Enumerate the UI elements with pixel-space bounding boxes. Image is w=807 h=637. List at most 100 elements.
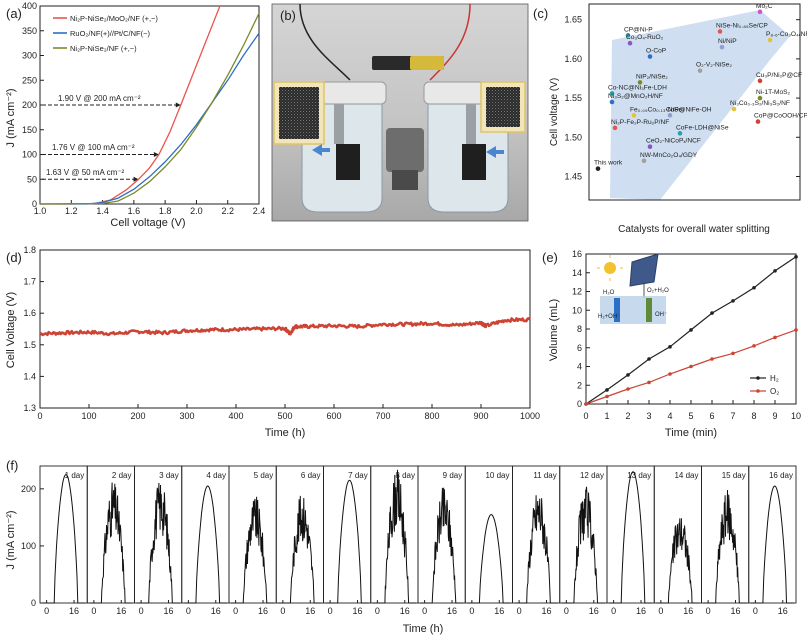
e-point-1-9 [773,335,777,340]
f-xtick-label-0-8: 0 [422,606,427,616]
a-ytick-label-1: 50 [27,174,37,184]
c-point-label-14: CoP@NiFe-OH [666,106,712,113]
f-xtick-label-16-11: 16 [589,606,599,616]
d-xtick-label-8: 800 [424,411,439,421]
a-annotation-100: 1.76 V @ 100 mA cm⁻² [52,143,135,152]
f-day-panel-5: 6 day 0 16 [275,465,324,616]
b-inset-left-mesh [279,87,319,139]
f-xtick-label-0-3: 0 [186,606,191,616]
d-xtick-label-10: 1000 [520,411,540,421]
c-point-label-10: Co-NC@Ni₃Fe-LDH [608,84,667,91]
f-day-curve-5 [278,495,322,604]
c-point-label-13: Fe₀.₀₉Co₀.₁₃-NiSe₂ [630,106,685,113]
f-day-panel-13: 14 day 0 16 [653,465,702,616]
c-point-3 [717,29,723,34]
e-legend-label-1: O₂ [770,387,779,396]
f-ytick-label-0: 0 [31,598,36,608]
f-day-panel-7: 8 day 0 16 [370,465,419,616]
e-ytick-label-3: 6 [577,343,582,353]
a-ytick-label-0: 0 [32,199,37,209]
e-point-0-10 [794,255,798,259]
e-inset-schematic: H₂O O₂+H₂O H₂+OH⁻ OH⁻ [597,253,669,324]
f-day-label-2: 3 day [159,471,179,480]
a-annotation-200: 1.90 V @ 200 mA cm⁻² [58,94,141,103]
e-point-1-8 [752,344,756,348]
b-arrow-right-icon [486,146,504,158]
f-xtick-label-0-4: 0 [233,606,238,616]
a-xlabel: Cell voltage (V) [110,217,185,229]
e-xtick-label-8: 8 [751,411,756,421]
c-point-label-3: NiSe-Ni₀.₈₅Se/CP [716,22,768,29]
f-day-label-15: 16 day [769,471,793,480]
f-day-frame-0 [39,465,88,604]
e-point-0-6 [710,311,714,315]
d-xtick-label-9: 900 [473,411,488,421]
a-xtick-label-6: 2.2 [221,206,234,216]
d-xlabel: Time (h) [265,427,306,439]
d-xtick-label-1: 100 [81,411,96,421]
e-ytick-label-2: 4 [577,362,582,372]
c-trend-arrow [610,10,790,200]
c-point-12 [757,95,763,101]
c-point-16 [755,119,761,124]
e-series-lines [584,255,798,406]
a-annotation-dashes [42,102,181,182]
e-point-0-5 [689,328,693,332]
e-xtick-label-2: 2 [625,411,630,421]
f-day-panel-3: 4 day 0 16 [181,465,230,616]
d-xtick-label-3: 300 [179,411,194,421]
f-day-frame-3 [181,465,230,604]
e-legend-label-0: H₂ [770,374,779,383]
e-point-1-3 [647,380,651,385]
f-day-label-3: 4 day [206,471,226,480]
panel-c: (c) Cell voltage (V) Catalysts for overa… [533,3,807,235]
e-ytick-label-8: 16 [572,249,582,259]
f-xtick-label-16-6: 16 [353,606,363,616]
c-point-label-17: Ni₂P-Fe₂P-Ru₂P/NF [611,119,669,126]
f-xtick-label-16-2: 16 [164,606,174,616]
c-point-18 [677,131,683,136]
c-point-1 [627,40,633,46]
c-point-10 [609,91,615,96]
f-day-curve-9 [467,513,511,604]
f-xtick-label-0-1: 0 [91,606,96,616]
a-annotation-50: 1.63 V @ 50 mA cm⁻² [46,168,124,177]
b-arrow-left-icon [312,144,330,156]
a-annotation-arrow-2 [133,176,139,182]
f-day-curve-2 [136,482,180,604]
f-day-curve-1 [89,482,133,604]
f-day-curve-4 [231,496,275,604]
e-xtick-label-6: 6 [709,411,714,421]
b-wire-red [429,3,471,81]
d-ytick-label-3: 1.6 [23,308,36,318]
f-xtick-label-0-13: 0 [658,606,663,616]
c-point-17 [612,125,618,131]
c-point-2 [647,54,653,59]
panel-label-e: (e) [542,250,558,265]
e-inset-label-1: O₂+H₂O [647,288,669,294]
f-day-curve-3 [183,485,227,604]
c-point-label-5: P₈.₆-Co₃O₄/NF [766,31,807,38]
e-point-0-2 [626,373,630,377]
a-ytick-label-2: 100 [22,150,37,160]
f-xtick-label-0-14: 0 [706,606,711,616]
f-day-label-6: 7 day [348,471,368,480]
f-day-frame-2 [134,465,183,604]
e-xlabel: Time (min) [665,427,717,439]
e-ytick-label-4: 8 [577,324,582,334]
b-left-electrode [336,144,360,180]
b-right-holder [466,104,476,144]
e-xtick-label-7: 7 [730,411,735,421]
b-wire-black [299,3,351,81]
f-day-label-9: 10 day [485,471,509,480]
f-day-frame-15 [748,465,797,604]
panel-label-b: (b) [280,8,296,23]
d-xtick-label-6: 600 [326,411,341,421]
f-day-label-1: 2 day [112,471,132,480]
f-day-curve-8 [420,487,464,604]
e-sun-icon [604,262,616,274]
f-day-curve-13 [656,518,700,604]
f-day-panel-10: 11 day 0 16 [512,465,561,616]
